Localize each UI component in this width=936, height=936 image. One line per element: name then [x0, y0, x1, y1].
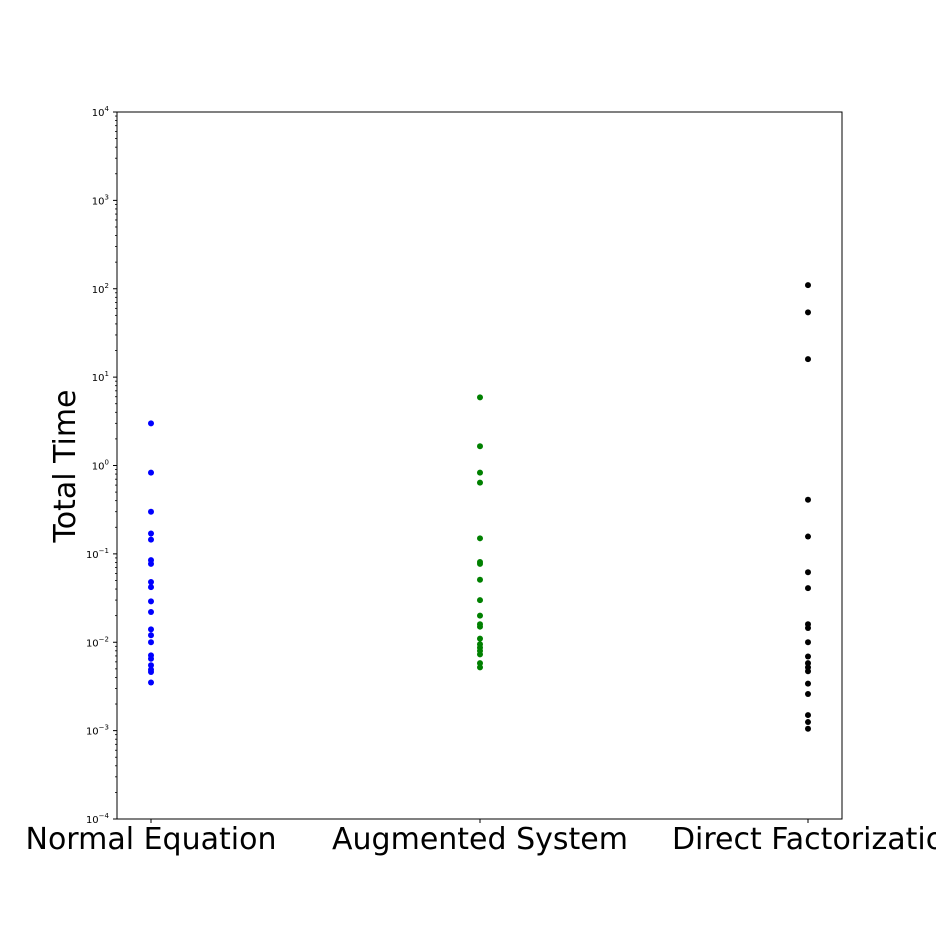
data-point — [477, 469, 483, 476]
data-point — [148, 508, 154, 515]
y-tick-label: 10−2 — [86, 635, 109, 649]
data-point — [805, 653, 811, 660]
data-point — [477, 612, 483, 619]
data-point — [805, 533, 811, 540]
data-point — [805, 639, 811, 646]
x-tick-label: Augmented System — [332, 822, 628, 857]
data-point — [148, 632, 154, 639]
data-point — [805, 725, 811, 732]
y-tick-label: 10−3 — [86, 724, 109, 738]
data-point — [805, 569, 811, 576]
data-point — [805, 660, 811, 667]
data-point — [148, 560, 154, 567]
x-tick-label: Normal Equation — [26, 822, 277, 857]
data-point — [477, 597, 483, 604]
data-point — [805, 668, 811, 675]
x-axis: Normal Equation Augmented System Direct Fa… — [26, 819, 936, 857]
data-point — [148, 530, 154, 537]
data-point — [148, 420, 154, 427]
y-tick-label: 102 — [92, 282, 109, 296]
data-point — [148, 598, 154, 605]
data-point — [805, 719, 811, 726]
data-point — [148, 655, 154, 662]
plot-area — [116, 111, 843, 820]
y-axis-label: Total Time — [48, 389, 83, 543]
data-point — [477, 651, 483, 658]
data-point — [805, 624, 811, 631]
x-tick-label: Direct Factorizatio — [672, 822, 936, 857]
data-point — [148, 679, 154, 686]
data-point — [148, 608, 154, 615]
y-tick-label: 101 — [92, 370, 109, 384]
data-point — [477, 394, 483, 401]
data-point — [805, 309, 811, 316]
data-point — [477, 535, 483, 542]
data-point — [477, 560, 483, 567]
y-tick-label: 100 — [92, 459, 109, 473]
y-tick-label: 10−1 — [86, 547, 109, 561]
data-point — [477, 479, 483, 486]
y-tick-label: 10−4 — [86, 812, 110, 826]
data-point — [477, 660, 483, 667]
data-point — [148, 584, 154, 591]
data-point — [805, 680, 811, 687]
data-point — [805, 690, 811, 697]
data-points — [148, 282, 811, 732]
data-point — [477, 576, 483, 583]
data-point — [477, 443, 483, 450]
data-point — [148, 469, 154, 476]
data-point — [477, 623, 483, 630]
data-point — [148, 662, 154, 669]
y-axis: 10−4 10−3 10−2 10−1 100 101 102 103 104 — [86, 105, 117, 826]
data-point — [805, 282, 811, 289]
data-point — [477, 635, 483, 642]
data-point — [148, 639, 154, 646]
y-tick-label: 104 — [92, 105, 110, 119]
data-point — [148, 579, 154, 586]
data-point — [148, 536, 154, 543]
data-point — [805, 356, 811, 363]
y-tick-label: 103 — [92, 193, 109, 207]
data-point — [477, 664, 483, 671]
data-point — [805, 712, 811, 719]
data-point — [148, 669, 154, 676]
data-point — [805, 585, 811, 592]
data-point — [148, 626, 154, 633]
data-point — [805, 496, 811, 503]
